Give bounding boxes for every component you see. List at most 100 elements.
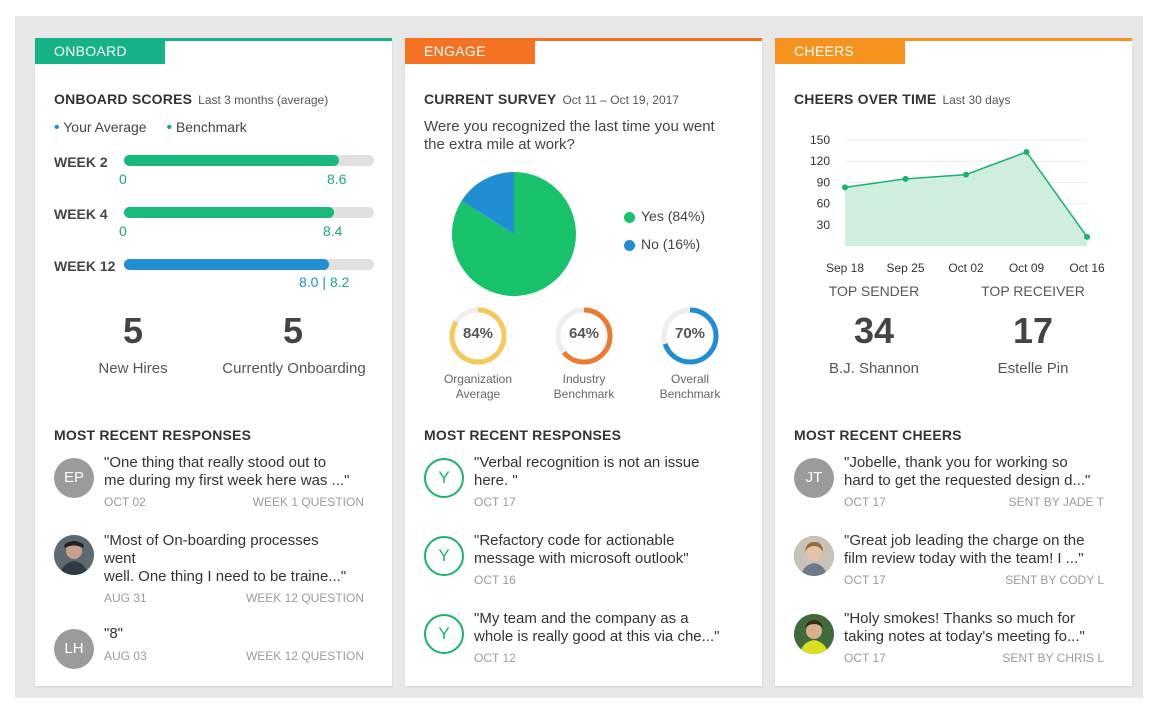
response-text: "One thing that really stood out to me d… bbox=[104, 454, 350, 489]
new-hires-label: New Hires bbox=[98, 360, 168, 377]
green-dot-icon bbox=[624, 211, 635, 223]
top-sender-label: TOP SENDER bbox=[828, 283, 920, 299]
data-point[interactable] bbox=[1084, 233, 1090, 240]
survey-pie-chart bbox=[452, 172, 576, 296]
response-date: AUG 03 bbox=[104, 649, 147, 663]
response-date: AUG 31 bbox=[104, 591, 147, 605]
week-12-bar bbox=[124, 259, 374, 270]
y-tick-label: 120 bbox=[810, 154, 830, 168]
onboard-legend: • Your Average • Benchmark bbox=[54, 119, 247, 137]
data-point[interactable] bbox=[842, 184, 848, 191]
response-date: OCT 02 bbox=[104, 495, 146, 509]
survey-header: CURRENT SURVEY Oct 11 – Oct 19, 2017 bbox=[424, 91, 679, 109]
y-tick-label: 60 bbox=[817, 197, 831, 211]
legend-your-average: • Your Average bbox=[54, 119, 147, 136]
avatar-photo bbox=[794, 614, 834, 654]
top-receiver-value: 17 bbox=[1012, 310, 1054, 351]
cheers-over-time-subtitle: Last 30 days bbox=[942, 93, 1011, 107]
response-question-tag: WEEK 1 QUESTION bbox=[252, 495, 364, 509]
survey-question: Were you recognized the last time you we… bbox=[424, 118, 715, 153]
cheers-card-topline bbox=[775, 38, 1132, 41]
gauge-arc bbox=[555, 307, 613, 365]
response-question-tag: WEEK 12 QUESTION bbox=[245, 649, 364, 663]
cheer-text: "Holy smokes! Thanks so much for taking … bbox=[844, 610, 1085, 645]
onboard-scores-header: ONBOARD SCORES Last 3 months (average) bbox=[54, 91, 328, 109]
engage-card-topline bbox=[405, 38, 762, 41]
top-receiver-name[interactable]: Estelle Pin bbox=[997, 360, 1069, 377]
legend-benchmark: • Benchmark bbox=[166, 119, 247, 136]
organization-average-gauge: 84% bbox=[447, 305, 509, 367]
response-text: "My team and the company as a whole is r… bbox=[474, 610, 720, 645]
y-tick-label: 30 bbox=[817, 218, 831, 232]
avatar: EP bbox=[54, 458, 94, 498]
x-tick-label: Oct 02 bbox=[948, 261, 984, 275]
cheer-date: OCT 17 bbox=[844, 573, 886, 587]
week-2-bar bbox=[124, 155, 374, 166]
cheers-tab[interactable]: CHEERS bbox=[775, 38, 905, 64]
gauge-arc bbox=[661, 307, 719, 365]
response-text: "Refactory code for actionable message w… bbox=[474, 532, 689, 567]
cheers-recent-title: MOST RECENT CHEERS bbox=[794, 427, 962, 443]
response-text: "Most of On-boarding processes went well… bbox=[104, 532, 347, 585]
week-12-separator: | bbox=[322, 274, 326, 290]
response-text: "Verbal recognition is not an issue here… bbox=[474, 454, 700, 489]
cheer-text: "Jobelle, thank you for working so hard … bbox=[844, 454, 1091, 489]
blue-dot-icon: • bbox=[54, 119, 60, 136]
teal-dot-icon: • bbox=[166, 119, 173, 136]
gauge-value: 64% bbox=[568, 325, 600, 342]
week-12-values: 8.0 | 8.2 bbox=[299, 274, 349, 290]
cheer-date: OCT 17 bbox=[844, 495, 886, 509]
response-text: "8" bbox=[104, 625, 123, 642]
y-tick-label: 150 bbox=[810, 133, 830, 147]
currently-onboarding-label: Currently Onboarding bbox=[222, 360, 366, 377]
week-4-right-value: 8.4 bbox=[323, 223, 343, 239]
response-question-tag: WEEK 12 QUESTION bbox=[245, 591, 364, 605]
ring-chart bbox=[555, 307, 613, 365]
pie-legend-no: No (16%) bbox=[624, 236, 700, 252]
cheers-area-chart: 30 60 90 120 150 Sep 18 Sep 25 Oct 02 Oct 09 Oct … bbox=[810, 133, 1105, 275]
industry-benchmark-label: Industry Benchmark bbox=[553, 372, 615, 401]
avatar: JT bbox=[794, 458, 834, 498]
week-4-left-value: 0 bbox=[119, 223, 127, 239]
avatar: LH bbox=[54, 629, 94, 669]
data-point[interactable] bbox=[902, 175, 909, 182]
week-4-label: WEEK 4 bbox=[54, 206, 108, 222]
x-tick-label: Oct 16 bbox=[1069, 261, 1105, 275]
top-sender-name[interactable]: B.J. Shannon bbox=[828, 360, 920, 377]
new-hires-count: 5 bbox=[122, 310, 144, 351]
person-photo-icon bbox=[794, 536, 834, 576]
top-receiver-label: TOP RECEIVER bbox=[981, 283, 1085, 299]
week-2-right-value: 8.6 bbox=[327, 171, 347, 187]
person-photo-icon bbox=[794, 614, 834, 654]
area-fill bbox=[845, 152, 1087, 246]
avatar-photo bbox=[794, 536, 834, 576]
data-point[interactable] bbox=[1023, 149, 1030, 156]
response-date: OCT 16 bbox=[474, 573, 516, 587]
blue-dot-icon bbox=[624, 239, 635, 251]
anonymous-avatar: Y bbox=[424, 614, 464, 654]
anonymous-avatar: Y bbox=[424, 458, 464, 498]
week-12-benchmark-value: 8.2 bbox=[329, 274, 350, 290]
response-date: OCT 12 bbox=[474, 651, 516, 665]
pie-slice-no[interactable] bbox=[461, 172, 514, 234]
gauge-arc bbox=[449, 307, 507, 365]
survey-dates: Oct 11 – Oct 19, 2017 bbox=[562, 93, 679, 107]
currently-onboarding-count: 5 bbox=[282, 310, 304, 351]
gauge-value: 70% bbox=[674, 325, 706, 342]
week-2-label: WEEK 2 bbox=[54, 154, 108, 170]
week-4-bar bbox=[124, 207, 374, 218]
data-point[interactable] bbox=[963, 171, 969, 178]
onboard-scores-subtitle: Last 3 months (average) bbox=[198, 93, 329, 107]
industry-benchmark-gauge: 64% bbox=[553, 305, 615, 367]
week-12-bar-fill bbox=[124, 259, 329, 270]
onboard-tab[interactable]: ONBOARD bbox=[35, 38, 165, 64]
onboard-card-topline bbox=[35, 38, 392, 41]
survey-title: CURRENT SURVEY bbox=[424, 91, 557, 107]
y-tick-label: 90 bbox=[817, 175, 831, 189]
ring-chart bbox=[449, 307, 507, 365]
cheer-text: "Great job leading the charge on the fil… bbox=[844, 532, 1085, 567]
cheer-date: OCT 17 bbox=[844, 651, 886, 665]
engage-tab[interactable]: ENGAGE bbox=[405, 38, 535, 64]
onboard-scores-title: ONBOARD SCORES bbox=[54, 91, 193, 107]
engage-card: ENGAGE CURRENT SURVEY Oct 11 – Oct 19, 20… bbox=[405, 38, 762, 686]
